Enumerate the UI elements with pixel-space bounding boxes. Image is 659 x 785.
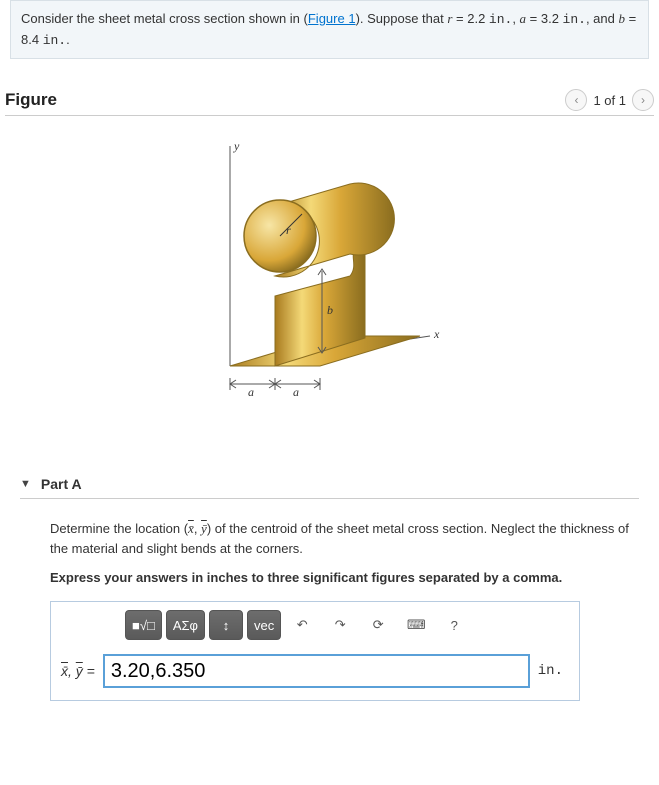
text: , — [68, 663, 76, 679]
part-header[interactable]: ▼ Part A — [20, 476, 639, 499]
greek-button[interactable]: ΑΣφ — [166, 610, 205, 640]
figure-canvas: y x r b — [5, 116, 654, 436]
answer-input[interactable] — [103, 654, 530, 688]
reset-button[interactable]: ⟳ — [361, 610, 395, 640]
unit: in. — [489, 12, 512, 27]
lhs-xbar: x̄ — [61, 663, 68, 679]
figure-title: Figure — [5, 90, 565, 110]
figure-header: Figure ‹ 1 of 1 › — [5, 89, 654, 116]
templates-button[interactable]: ■√□ — [125, 610, 162, 640]
part-instruction: Express your answers in inches to three … — [50, 570, 639, 585]
redo-button[interactable]: ↷ — [323, 610, 357, 640]
cross-section-diagram: y x r b — [190, 136, 470, 406]
text: Consider the sheet metal cross section s… — [21, 11, 308, 26]
help-button[interactable]: ? — [437, 610, 471, 640]
figure-pager: ‹ 1 of 1 › — [565, 89, 654, 111]
text: , — [512, 11, 519, 26]
text: = — [83, 663, 95, 679]
text: . — [66, 32, 70, 47]
lhs-ybar: ȳ — [76, 663, 83, 679]
b-label: b — [327, 303, 333, 317]
keyboard-button[interactable]: ⌨ — [399, 610, 433, 640]
problem-statement: Consider the sheet metal cross section s… — [10, 0, 649, 59]
text: = 2.2 — [452, 11, 489, 26]
x-label: x — [433, 327, 440, 341]
figure-section: Figure ‹ 1 of 1 › — [5, 89, 654, 436]
part-prompt: Determine the location (x̄, ȳ) of the c… — [50, 519, 639, 558]
text: , and — [586, 11, 619, 26]
answer-row: x̄, ȳ = in. — [51, 648, 579, 700]
answer-unit: in. — [538, 663, 569, 679]
part-body: Determine the location (x̄, ȳ) of the c… — [20, 499, 639, 701]
unit: in. — [43, 33, 66, 48]
r-label: r — [286, 223, 291, 237]
vector-button[interactable]: vec — [247, 610, 281, 640]
text: ). Suppose that — [356, 11, 448, 26]
text: = 3.2 — [526, 11, 563, 26]
answer-box: ■√□ ΑΣφ ↕ vec ↶ ↷ ⟳ ⌨ ? x̄, ȳ = in. — [50, 601, 580, 701]
text: , — [194, 521, 201, 536]
pager-text: 1 of 1 — [593, 93, 626, 108]
subscript-button[interactable]: ↕ — [209, 610, 243, 640]
a1-label: a — [248, 385, 254, 399]
text: Determine the location — [50, 521, 184, 536]
pager-next-button[interactable]: › — [632, 89, 654, 111]
equation-toolbar: ■√□ ΑΣφ ↕ vec ↶ ↷ ⟳ ⌨ ? — [51, 602, 579, 648]
part-title: Part A — [41, 476, 82, 492]
a2-label: a — [293, 385, 299, 399]
y-label: y — [233, 139, 240, 153]
figure-link[interactable]: Figure 1 — [308, 11, 356, 26]
undo-button[interactable]: ↶ — [285, 610, 319, 640]
pager-prev-button[interactable]: ‹ — [565, 89, 587, 111]
part-a: ▼ Part A Determine the location (x̄, ȳ)… — [20, 476, 639, 701]
unit: in. — [563, 12, 586, 27]
collapse-icon: ▼ — [20, 478, 31, 490]
answer-lhs: x̄, ȳ = — [61, 663, 95, 679]
